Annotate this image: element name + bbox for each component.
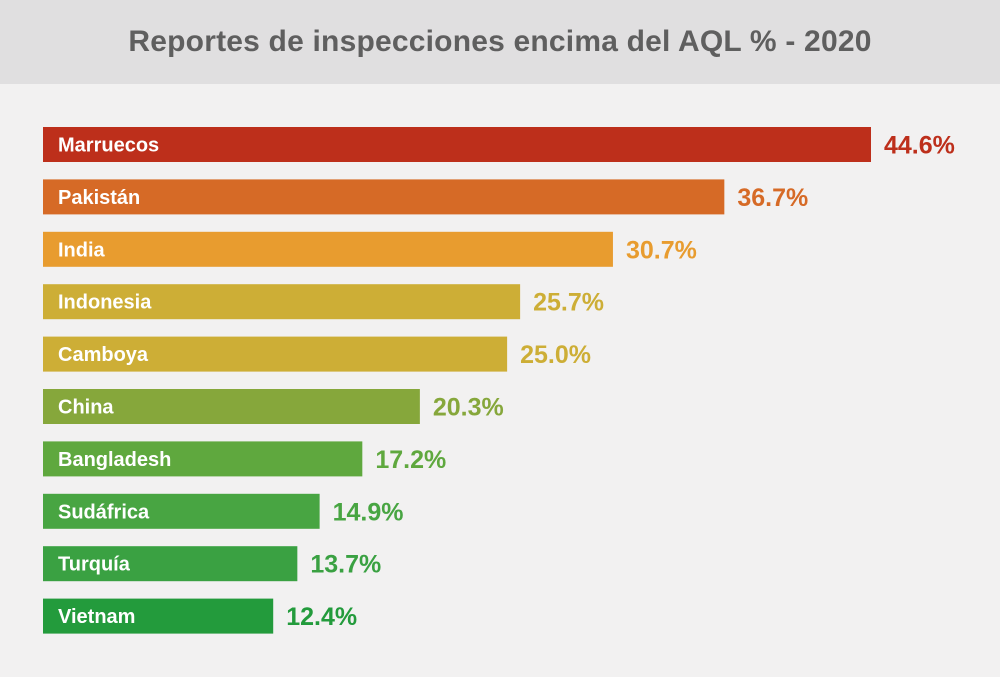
bar-chart: Marruecos 44.6% Pakistán 36.7% India 30.7% Ind… bbox=[43, 127, 955, 634]
category-label: Pakistán bbox=[58, 187, 140, 209]
value-label: 36.7% bbox=[737, 184, 808, 212]
category-label: Camboya bbox=[58, 344, 149, 366]
bar-1 bbox=[43, 127, 871, 162]
bar-6 bbox=[43, 389, 420, 424]
value-label: 17.2% bbox=[375, 446, 446, 474]
value-label: 25.0% bbox=[520, 341, 591, 369]
value-label: 12.4% bbox=[286, 603, 357, 631]
value-label: 13.7% bbox=[310, 551, 381, 579]
bar-3 bbox=[43, 231, 613, 267]
value-label: 30.7% bbox=[626, 236, 697, 264]
bar-4 bbox=[43, 284, 521, 320]
bar-9 bbox=[43, 546, 298, 582]
value-label: 14.9% bbox=[333, 498, 404, 526]
bar-10 bbox=[43, 598, 274, 634]
category-label: Bangladesh bbox=[58, 449, 171, 471]
bar-5 bbox=[43, 336, 508, 372]
bar-7 bbox=[43, 441, 363, 477]
chart-title: Reportes de inspecciones encima del AQL … bbox=[128, 25, 872, 58]
bar-8 bbox=[43, 493, 320, 529]
category-label: Marruecos bbox=[58, 135, 159, 157]
category-label: Sudáfrica bbox=[58, 501, 150, 523]
category-label: China bbox=[58, 397, 114, 419]
category-label: Indonesia bbox=[58, 292, 152, 314]
bars-group: Marruecos 44.6% Pakistán 36.7% India 30.7% Ind… bbox=[43, 127, 955, 634]
bar-2 bbox=[43, 179, 725, 215]
value-label: 25.7% bbox=[533, 289, 604, 317]
value-label: 44.6% bbox=[884, 132, 955, 160]
category-label: Turquía bbox=[58, 554, 131, 576]
chart-header: Reportes de inspecciones encima del AQL … bbox=[0, 0, 1000, 84]
value-label: 20.3% bbox=[433, 394, 504, 422]
category-label: India bbox=[58, 239, 106, 261]
category-label: Vietnam bbox=[58, 606, 135, 628]
